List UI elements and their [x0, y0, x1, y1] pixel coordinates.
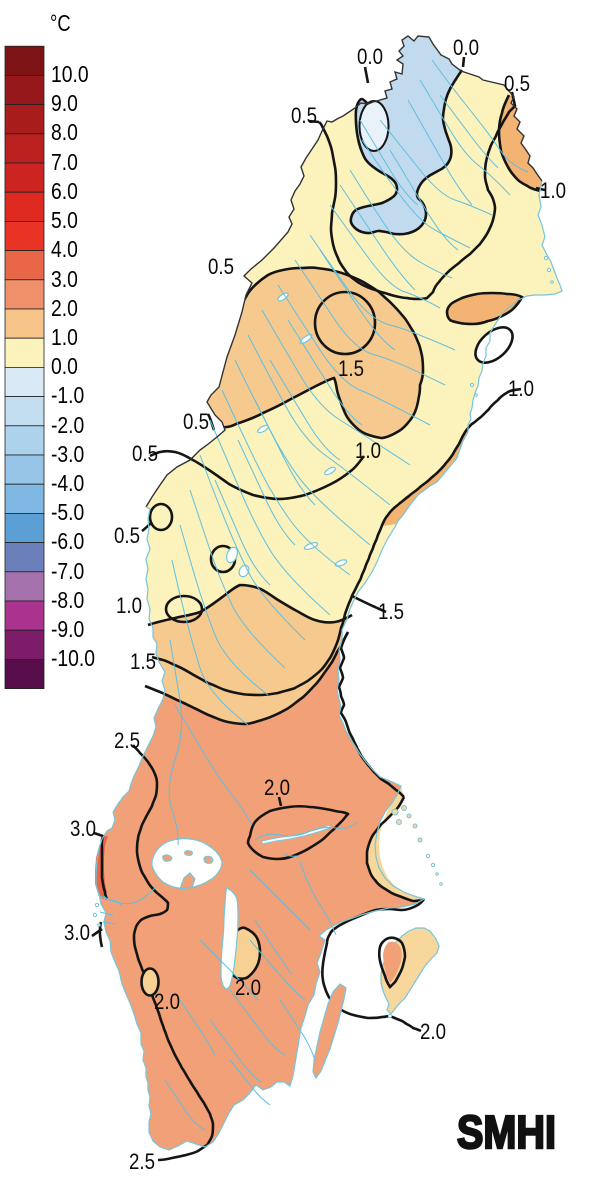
svg-text:-3.0: -3.0 — [51, 443, 84, 468]
svg-text:0.0: 0.0 — [453, 37, 479, 61]
svg-text:0.5: 0.5 — [114, 525, 140, 549]
svg-text:1.0: 1.0 — [508, 378, 534, 402]
svg-text:-5.0: -5.0 — [51, 501, 84, 526]
svg-text:0.5: 0.5 — [132, 443, 158, 467]
svg-text:1.5: 1.5 — [130, 651, 156, 675]
svg-text:2.0: 2.0 — [264, 777, 290, 801]
svg-text:3.0: 3.0 — [70, 818, 96, 842]
svg-text:8.0: 8.0 — [51, 121, 78, 146]
svg-text:-4.0: -4.0 — [51, 472, 84, 497]
svg-text:1.0: 1.0 — [116, 595, 142, 619]
svg-text:-8.0: -8.0 — [51, 589, 84, 614]
svg-text:-7.0: -7.0 — [51, 560, 84, 585]
svg-text:2.5: 2.5 — [114, 730, 140, 754]
svg-text:2.0: 2.0 — [235, 977, 261, 1001]
svg-text:9.0: 9.0 — [51, 92, 78, 117]
svg-text:0.5: 0.5 — [504, 73, 530, 97]
svg-text:°C: °C — [50, 11, 71, 36]
svg-text:0.5: 0.5 — [183, 411, 209, 435]
svg-text:-9.0: -9.0 — [51, 618, 84, 643]
svg-text:10.0: 10.0 — [51, 63, 89, 88]
svg-text:3.0: 3.0 — [51, 268, 78, 293]
svg-text:5.0: 5.0 — [51, 209, 78, 234]
svg-text:0.5: 0.5 — [291, 105, 317, 129]
svg-text:2.0: 2.0 — [51, 297, 78, 322]
svg-text:3.0: 3.0 — [64, 922, 90, 946]
svg-text:1.5: 1.5 — [378, 601, 404, 625]
svg-text:0.5: 0.5 — [208, 256, 234, 280]
svg-text:1.0: 1.0 — [355, 440, 381, 464]
svg-text:1.0: 1.0 — [540, 180, 566, 204]
svg-text:2.5: 2.5 — [129, 1151, 155, 1175]
svg-text:1.0: 1.0 — [51, 326, 78, 351]
svg-text:6.0: 6.0 — [51, 180, 78, 205]
svg-text:0.0: 0.0 — [357, 46, 383, 70]
svg-text:2.0: 2.0 — [420, 1021, 446, 1045]
svg-text:-1.0: -1.0 — [51, 384, 84, 409]
svg-text:4.0: 4.0 — [51, 238, 78, 263]
svg-text:-10.0: -10.0 — [51, 647, 95, 672]
svg-text:7.0: 7.0 — [51, 151, 78, 176]
svg-text:0.0: 0.0 — [51, 355, 78, 380]
svg-text:-2.0: -2.0 — [51, 414, 84, 439]
svg-text:2.0: 2.0 — [154, 991, 180, 1015]
svg-text:1.5: 1.5 — [338, 358, 364, 382]
svg-text:SMHI: SMHI — [457, 1106, 556, 1158]
svg-text:-6.0: -6.0 — [51, 530, 84, 555]
